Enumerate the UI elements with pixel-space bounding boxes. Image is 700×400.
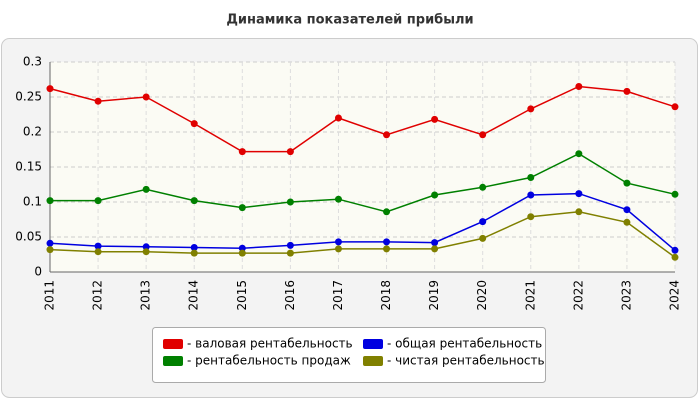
data-point: [383, 208, 391, 216]
data-point: [671, 103, 679, 111]
legend-swatch: [163, 339, 183, 349]
data-point: [383, 245, 391, 253]
data-point: [190, 120, 198, 128]
data-point: [94, 248, 102, 256]
data-point: [383, 131, 391, 139]
data-point: [94, 97, 102, 105]
x-tick-label: 2023: [619, 280, 633, 311]
chart-title: Динамика показателей прибыли: [226, 13, 473, 28]
data-point: [527, 174, 535, 181]
x-tick-label: 2024: [668, 280, 682, 311]
data-point: [527, 105, 535, 113]
legend-swatch: [363, 356, 383, 366]
data-point: [94, 197, 102, 205]
data-point: [431, 115, 439, 123]
data-point: [479, 131, 487, 139]
data-point: [671, 246, 679, 254]
data-point: [431, 191, 439, 199]
data-point: [190, 249, 198, 257]
y-tick-label: 0.05: [15, 230, 42, 244]
data-point: [334, 114, 342, 122]
data-point: [575, 83, 583, 90]
data-point: [671, 253, 679, 261]
data-point: [479, 234, 487, 242]
data-point: [334, 238, 342, 246]
data-point: [334, 245, 342, 253]
legend-label: - общая рентабельность: [387, 337, 542, 351]
data-point: [383, 238, 391, 246]
data-point: [334, 195, 342, 203]
data-point: [94, 242, 102, 250]
data-point: [142, 243, 150, 251]
data-point: [623, 87, 631, 95]
data-point: [238, 204, 246, 212]
legend: [152, 327, 546, 383]
data-point: [479, 183, 487, 191]
series-line: [49, 192, 676, 251]
series-line: [50, 152, 676, 213]
data-point: [431, 245, 439, 253]
data-point: [575, 208, 583, 216]
data-point: [46, 85, 54, 93]
x-tick-label: 2017: [331, 280, 345, 311]
y-tick-label: 0.25: [15, 90, 42, 104]
y-tick-label: 0.1: [23, 195, 42, 209]
y-tick-label: 0.3: [23, 55, 42, 69]
legend-swatch: [163, 356, 183, 366]
x-tick-label: 2021: [523, 280, 537, 311]
data-point: [286, 198, 294, 206]
y-tick-label: 0.15: [15, 160, 42, 174]
data-point: [142, 185, 150, 193]
data-point: [142, 248, 150, 256]
data-point: [527, 191, 535, 199]
x-tick-label: 2016: [283, 280, 297, 311]
data-point: [46, 246, 54, 254]
x-tick-label: 2020: [475, 280, 489, 311]
data-point: [286, 241, 294, 249]
x-tick-label: 2015: [235, 280, 249, 311]
data-point: [286, 148, 294, 156]
data-point: [671, 190, 679, 198]
x-tick-label: 2022: [571, 280, 585, 311]
data-point: [190, 197, 198, 205]
data-point: [623, 218, 631, 226]
data-point: [286, 249, 294, 257]
data-point: [190, 244, 198, 251]
data-point: [527, 213, 535, 221]
legend-label: - чистая рентабельность: [387, 354, 545, 368]
x-tick-label: 2018: [379, 280, 393, 311]
data-point: [575, 150, 583, 158]
series-line: [49, 211, 676, 258]
data-point: [46, 239, 54, 247]
legend-label: - рентабельность продаж: [187, 354, 351, 368]
y-tick-label: 0: [34, 265, 42, 279]
x-tick-label: 2014: [187, 280, 201, 311]
data-point: [238, 148, 246, 156]
data-point: [238, 249, 246, 257]
data-point: [623, 179, 631, 187]
legend-swatch: [363, 339, 383, 349]
data-point: [431, 239, 439, 247]
x-tick-label: 2012: [91, 280, 105, 311]
data-point: [238, 244, 246, 252]
legend-label: - валовая рентабельность: [187, 337, 353, 351]
data-point: [575, 190, 583, 198]
x-tick-label: 2011: [43, 280, 57, 311]
data-point: [623, 206, 631, 214]
data-point: [479, 218, 487, 226]
y-tick-label: 0.2: [23, 125, 42, 139]
x-tick-label: 2013: [139, 280, 153, 311]
series-line: [49, 85, 676, 153]
x-tick-label: 2019: [427, 280, 441, 311]
data-point: [46, 197, 54, 205]
data-point: [142, 93, 150, 101]
